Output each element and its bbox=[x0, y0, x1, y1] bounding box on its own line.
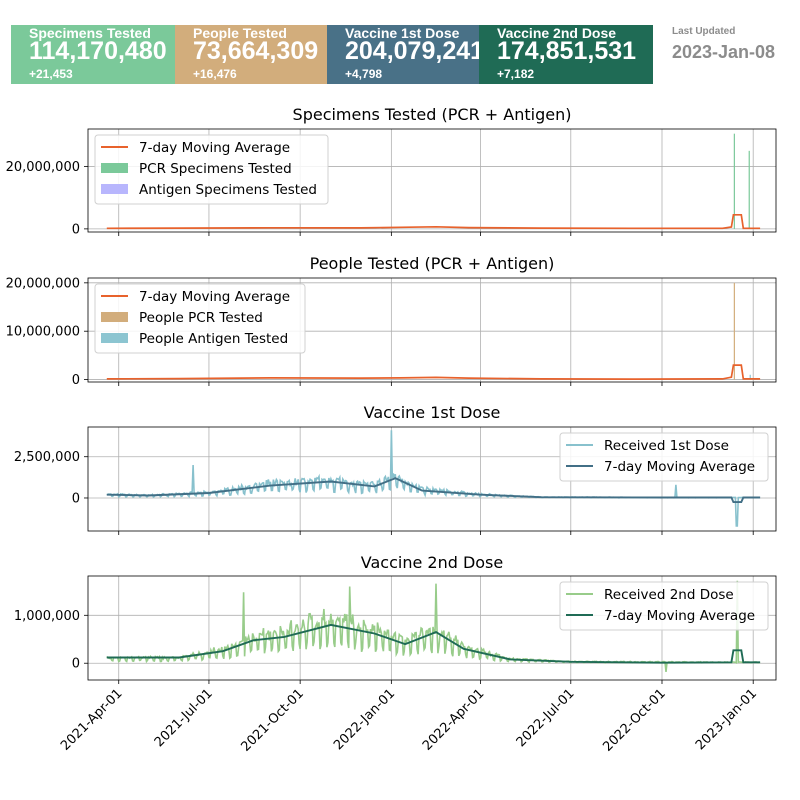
y-tick-label: 20,000,000 bbox=[6, 160, 80, 175]
card-delta: +16,476 bbox=[193, 67, 237, 81]
chart-panel-1: 0 20,000,000 Specimens Tested (PCR + Antig… bbox=[6, 105, 777, 237]
card-vaccine-1st-dose: Vaccine 1st Dose 204,079,241 +4,798 bbox=[327, 25, 479, 84]
last-updated-label: Last Updated bbox=[672, 26, 736, 37]
chart-panel-2: 0 10,000,000 20,000,000 People Tested (PCR … bbox=[6, 254, 777, 388]
series-line-moving-average bbox=[106, 213, 761, 230]
chart-title: Vaccine 2nd Dose bbox=[361, 553, 503, 572]
y-tick-label: 0 bbox=[72, 373, 80, 388]
data-bar bbox=[749, 374, 751, 380]
card-label: Vaccine 2nd Dose bbox=[497, 25, 617, 41]
legend-label: Received 1st Dose bbox=[604, 438, 729, 454]
y-tick-label: 0 bbox=[72, 222, 80, 237]
card-delta: +7,182 bbox=[497, 67, 535, 81]
legend-box bbox=[94, 134, 329, 205]
series-line-moving-average bbox=[106, 623, 761, 664]
card-label: People Tested bbox=[193, 25, 287, 41]
legend-label: People PCR Tested bbox=[139, 310, 263, 326]
axes-frame bbox=[87, 575, 777, 681]
axes-frame bbox=[87, 277, 777, 383]
card-people-tested: People Tested 73,664,309 +16,476 bbox=[175, 25, 327, 84]
legend-label: 7-day Moving Average bbox=[139, 140, 290, 156]
legend-box bbox=[559, 581, 769, 631]
chart-title: People Tested (PCR + Antigen) bbox=[310, 254, 555, 273]
legend-label: Antigen Specimens Tested bbox=[139, 182, 317, 198]
legend-swatch bbox=[101, 312, 128, 322]
series-line-moving-average bbox=[106, 364, 761, 380]
legend-box bbox=[94, 283, 306, 354]
y-tick-label: 10,000,000 bbox=[6, 325, 80, 340]
card-vaccine-2nd-dose: Vaccine 2nd Dose 174,851,531 +7,182 bbox=[479, 25, 653, 84]
card-value: 73,664,309 bbox=[193, 37, 319, 65]
y-tick-label: 0 bbox=[72, 657, 80, 672]
card-specimens-tested: Specimens Tested 114,170,480 +21,453 bbox=[11, 25, 175, 84]
chart-title: Vaccine 1st Dose bbox=[364, 403, 501, 422]
y-tick-label: 20,000,000 bbox=[6, 276, 80, 291]
chart-title: Specimens Tested (PCR + Antigen) bbox=[293, 105, 572, 124]
legend-label: 7-day Moving Average bbox=[604, 459, 755, 475]
data-bar bbox=[748, 150, 750, 229]
chart-panel-4: 0 1,000,000 Vaccine 2nd Dose Received 2nd D… bbox=[14, 553, 777, 684]
legend-label: 7-day Moving Average bbox=[604, 608, 755, 624]
card-label: Vaccine 1st Dose bbox=[345, 25, 460, 41]
legend-box bbox=[559, 432, 769, 482]
data-bar bbox=[733, 282, 735, 380]
x-tick-label: 2022-Jul-01 bbox=[514, 686, 578, 750]
axes-frame bbox=[87, 128, 777, 233]
axes-frame bbox=[87, 426, 777, 532]
last-updated-value: 2023-Jan-08 bbox=[672, 42, 776, 62]
data-bar bbox=[733, 133, 735, 229]
series-line-moving-average bbox=[106, 477, 761, 504]
legend-swatch bbox=[101, 333, 128, 343]
y-tick-label: 1,000,000 bbox=[14, 609, 80, 624]
x-tick-label: 2021-Oct-01 bbox=[238, 686, 306, 754]
card-value: 114,170,480 bbox=[29, 37, 167, 65]
legend: 7-day Moving Average People PCR Tested Peo… bbox=[94, 283, 306, 354]
legend: Received 2nd Dose 7-day Moving Average bbox=[559, 581, 769, 631]
card-label: Specimens Tested bbox=[29, 25, 151, 41]
card-value: 174,851,531 bbox=[497, 37, 637, 65]
legend-label: People Antigen Tested bbox=[139, 331, 288, 347]
y-tick-label: 2,500,000 bbox=[14, 450, 80, 465]
legend-label: 7-day Moving Average bbox=[139, 289, 290, 305]
legend: 7-day Moving Average PCR Specimens Tested… bbox=[94, 134, 329, 205]
legend-swatch bbox=[101, 163, 128, 173]
x-tick-label: 2021-Apr-01 bbox=[58, 686, 125, 753]
y-tick-label: 0 bbox=[72, 491, 80, 506]
legend-swatch bbox=[101, 184, 128, 194]
x-tick-label: 2022-Oct-01 bbox=[600, 686, 668, 754]
card-delta: +21,453 bbox=[29, 67, 73, 81]
card-value: 204,079,241 bbox=[345, 37, 479, 65]
legend: Received 1st Dose 7-day Moving Average bbox=[559, 432, 769, 482]
legend-label: Received 2nd Dose bbox=[604, 587, 734, 603]
x-tick-label: 2022-Apr-01 bbox=[420, 686, 487, 753]
x-tick-label: 2022-Jan-01 bbox=[331, 686, 398, 753]
x-tick-label: 2023-Jan-01 bbox=[693, 686, 760, 753]
legend-label: PCR Specimens Tested bbox=[139, 161, 292, 177]
card-delta: +4,798 bbox=[345, 67, 383, 81]
chart-panel-3: 0 2,500,000 Vaccine 1st Dose Received 1st D… bbox=[14, 403, 777, 535]
x-tick-label: 2021-Jul-01 bbox=[152, 686, 216, 750]
